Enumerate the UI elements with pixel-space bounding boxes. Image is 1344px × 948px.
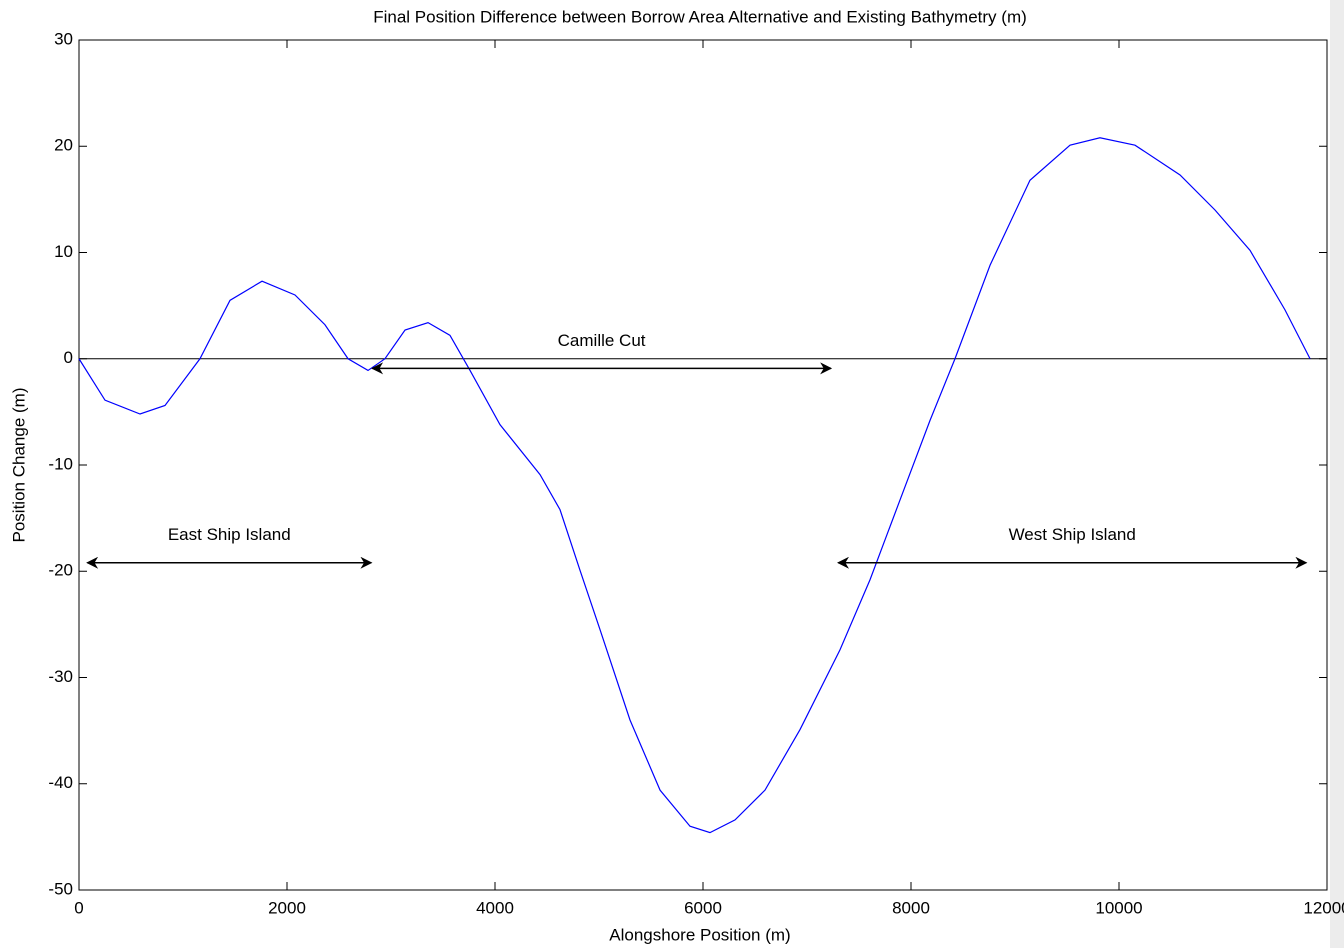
data-line: [78, 137, 1311, 834]
y-tick-label: 30: [54, 29, 73, 48]
x-tick-label: 0: [74, 898, 83, 917]
y-tick-label: -50: [48, 879, 73, 898]
y-tick-label: 10: [54, 242, 73, 261]
x-tick-label: 12000: [1303, 898, 1344, 917]
scrollbar: [1330, 0, 1344, 948]
y-tick-label: -20: [48, 561, 73, 580]
y-tick-label: -40: [48, 773, 73, 792]
annotation-label: East Ship Island: [168, 525, 291, 544]
y-tick-label: -10: [48, 454, 73, 473]
x-tick-label: 2000: [268, 898, 306, 917]
y-tick-label: -30: [48, 667, 73, 686]
chart-title: Final Position Difference between Borrow…: [373, 7, 1027, 26]
annotation-label: West Ship Island: [1009, 525, 1136, 544]
x-axis-label: Alongshore Position (m): [609, 925, 790, 944]
y-tick-label: 20: [54, 136, 73, 155]
x-tick-label: 6000: [684, 898, 722, 917]
y-tick-label: 0: [64, 348, 73, 367]
annotation-label: Camille Cut: [558, 331, 646, 350]
x-tick-label: 4000: [476, 898, 514, 917]
x-tick-label: 8000: [892, 898, 930, 917]
plot-area: [78, 39, 1328, 891]
x-tick-label: 10000: [1095, 898, 1142, 917]
y-axis-label: Position Change (m): [9, 388, 28, 543]
